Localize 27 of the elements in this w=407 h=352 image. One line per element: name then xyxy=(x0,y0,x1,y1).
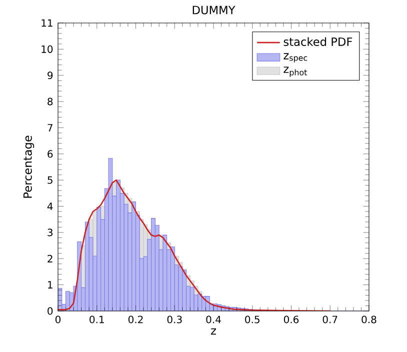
x-tick-label: 0.1 xyxy=(90,316,104,324)
y-tick-label: 8 xyxy=(48,98,53,106)
y-axis-title: Percentage xyxy=(23,136,34,198)
x-tick-label: 0.6 xyxy=(284,316,299,324)
y-tick-label: 3 xyxy=(48,228,52,236)
y-tick-label: 1 xyxy=(48,281,52,288)
y-tick-label: 10 xyxy=(42,45,53,53)
x-tick-label: 0 xyxy=(55,316,61,324)
x-tick-label: 0.3 xyxy=(167,316,182,324)
y-tick-label: 5 xyxy=(48,176,52,184)
x-tick-label: 0.7 xyxy=(322,316,338,324)
y-tick-label: 0 xyxy=(48,307,53,315)
x-tick-label: 0.4 xyxy=(206,316,221,324)
y-tick-label: 6 xyxy=(48,150,53,158)
x-axis-title: z xyxy=(211,328,216,335)
x-tick-label: 0.5 xyxy=(245,316,260,324)
x-tick-label: 0.2 xyxy=(128,316,143,324)
chart-title: DUMMY xyxy=(192,6,236,14)
y-tick-label: 7 xyxy=(48,124,52,132)
y-tick-label: 9 xyxy=(48,72,53,80)
legend-label: z$_{spec}$ xyxy=(284,53,308,62)
y-tick-label: 11 xyxy=(42,19,52,27)
legend-label: stacked PDF xyxy=(284,37,352,46)
legend-label: z$_{phot}$ xyxy=(284,66,307,77)
y-tick-label: 4 xyxy=(47,202,53,210)
x-tick-label: 0.8 xyxy=(362,316,376,324)
y-tick-label: 2 xyxy=(48,254,52,262)
